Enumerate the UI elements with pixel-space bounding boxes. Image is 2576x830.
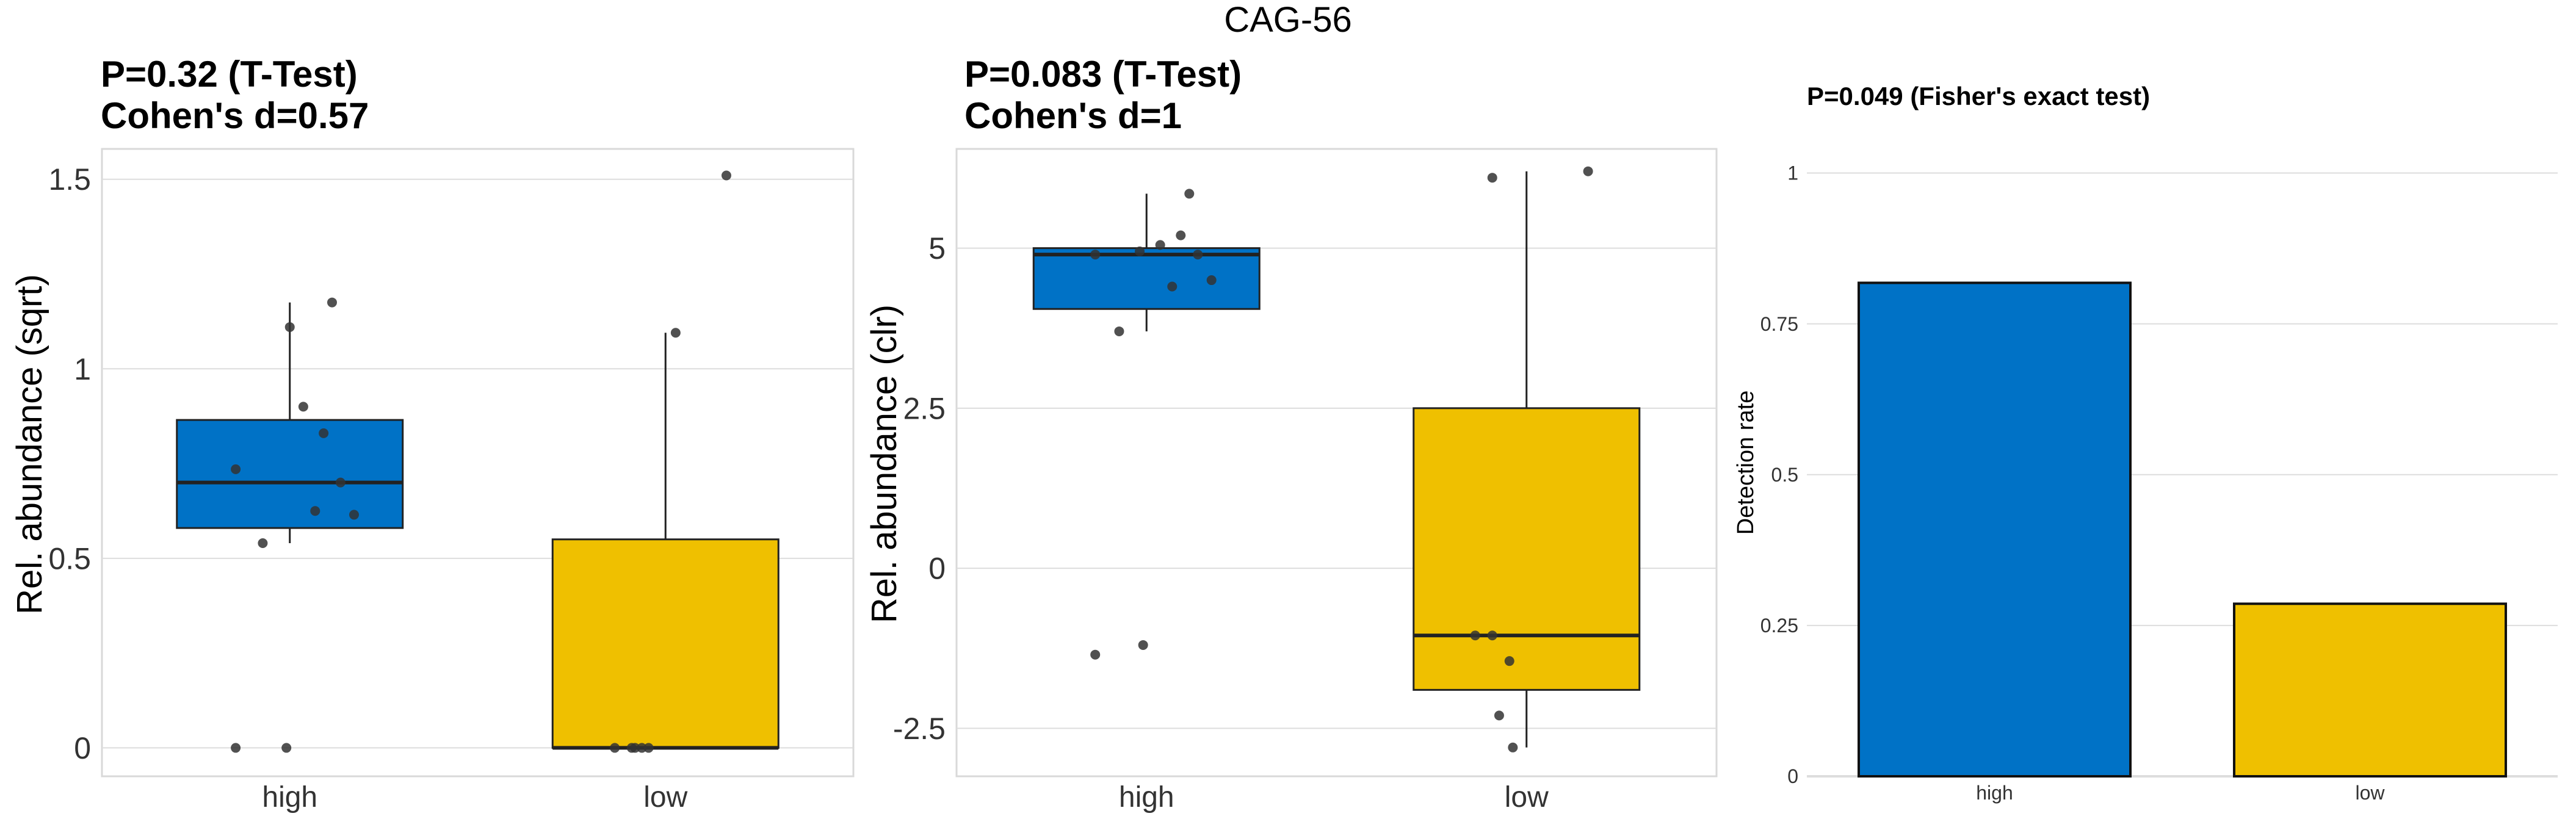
panel-1-border xyxy=(101,148,855,778)
box-low xyxy=(1413,407,1641,691)
panel-3-title: P=0.049 (Fisher's exact test) xyxy=(1807,82,2150,110)
data-point-high xyxy=(1090,250,1101,260)
panel-3-y-axis-label: Detection rate xyxy=(1733,391,1759,535)
panel-2-title-line-1: P=0.083 (T-Test) xyxy=(964,54,1242,95)
data-point-low xyxy=(1504,656,1514,666)
data-point-low xyxy=(1487,630,1497,641)
panel-1-y-tick-label: 1 xyxy=(74,352,91,386)
panel-2-x-tick-label: low xyxy=(1505,781,1549,814)
panel-1-y-tick-label: 0 xyxy=(74,731,91,765)
panel-1-y-axis-label: Rel. abundance (sqrt) xyxy=(10,274,49,615)
panel-2-y-tick-label: 0 xyxy=(928,552,946,586)
data-point-high xyxy=(1090,649,1101,660)
panel-2-y-axis-label: Rel. abundance (clr) xyxy=(864,305,904,623)
data-point-high xyxy=(335,477,346,488)
panel-3-x-tick-label: low xyxy=(2355,782,2385,804)
data-point-high xyxy=(231,743,241,753)
data-point-low xyxy=(1494,710,1504,721)
panel-2-y-tick-label: -2.5 xyxy=(893,712,946,746)
panel-clr-boxplot: P=0.083 (T-Test) Cohen's d=1 Rel. abunda… xyxy=(864,54,1718,814)
data-point-high xyxy=(327,297,337,308)
data-point-high xyxy=(258,538,268,548)
data-point-high xyxy=(1135,246,1145,256)
data-point-high xyxy=(1184,189,1195,199)
bar-high xyxy=(1858,281,2132,778)
data-point-high xyxy=(1155,240,1165,250)
data-point-high xyxy=(231,464,241,474)
box-high xyxy=(176,419,404,529)
box-high xyxy=(1032,247,1261,310)
panel-3-x-tick-label: high xyxy=(1976,782,2013,804)
data-point-low xyxy=(637,743,647,753)
data-point-low xyxy=(721,170,731,181)
panel-2-border xyxy=(955,148,1718,778)
figure-title: CAG-56 xyxy=(1224,0,1352,40)
panel-3-y-tick-label: 0 xyxy=(1787,765,1798,787)
box-low xyxy=(551,538,780,749)
panel-1-x-tick-label: low xyxy=(643,781,687,814)
panel-1-title-line-1: P=0.32 (T-Test) xyxy=(101,54,358,95)
data-point-low xyxy=(1470,630,1480,641)
panel-2-y-tick-label: 5 xyxy=(928,231,946,265)
data-point-high xyxy=(1114,326,1124,336)
panel-1-x-tick-label: high xyxy=(262,781,317,814)
data-point-low xyxy=(1583,166,1593,176)
data-point-high xyxy=(298,402,308,412)
data-point-high xyxy=(1206,275,1217,286)
panel-2-title-line-2: Cohen's d=1 xyxy=(964,95,1182,136)
data-point-high xyxy=(1193,250,1203,260)
panel-3-y-tick-label: 1 xyxy=(1787,162,1798,184)
panel-1-y-tick-label: 1.5 xyxy=(48,162,91,197)
data-point-low xyxy=(643,743,654,753)
data-point-low xyxy=(630,743,640,753)
panel-detection-rate-bars: P=0.049 (Fisher's exact test) Detection … xyxy=(1733,82,2558,804)
panel-1-y-tick-label: 0.5 xyxy=(48,541,91,576)
panel-1-title-line-2: Cohen's d=0.57 xyxy=(101,95,369,136)
data-point-high xyxy=(319,428,329,438)
data-point-low xyxy=(1508,742,1518,752)
panel-sqrt-boxplot: P=0.32 (T-Test) Cohen's d=0.57 Rel. abun… xyxy=(10,54,855,814)
panel-2-x-tick-label: high xyxy=(1119,781,1174,814)
bar-low xyxy=(2233,602,2507,778)
data-point-high xyxy=(1138,640,1148,650)
data-point-low xyxy=(1487,173,1497,183)
data-point-high xyxy=(1176,230,1186,240)
data-point-high xyxy=(1167,281,1178,292)
data-point-high xyxy=(349,510,360,520)
panel-3-y-tick-label: 0.25 xyxy=(1760,615,1798,637)
data-point-low xyxy=(670,328,681,338)
panel-3-y-tick-label: 0.5 xyxy=(1771,464,1798,486)
data-point-high xyxy=(281,743,292,753)
panel-2-y-tick-label: 2.5 xyxy=(903,391,946,425)
data-point-high xyxy=(310,506,320,516)
data-point-low xyxy=(610,743,620,753)
data-point-high xyxy=(284,322,295,332)
panel-3-y-tick-label: 0.75 xyxy=(1760,313,1798,335)
